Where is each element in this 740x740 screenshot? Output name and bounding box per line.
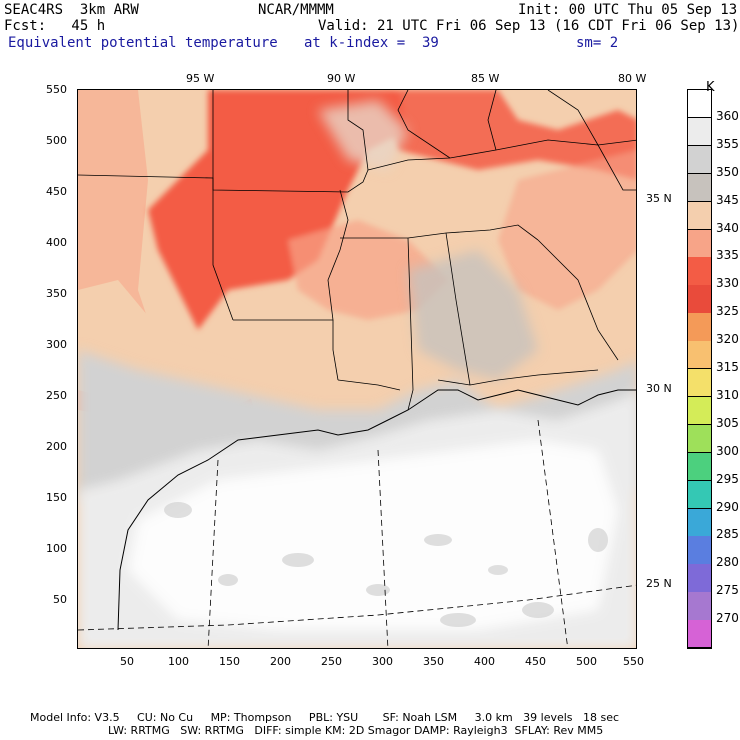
colorbar-level: 300 xyxy=(716,443,739,458)
colorbar-swatch xyxy=(688,564,711,593)
colorbar-level: 295 xyxy=(716,471,739,486)
colorbar-level: 290 xyxy=(716,499,739,514)
y-tick: 450 xyxy=(46,185,67,198)
x-tick: 300 xyxy=(372,655,393,668)
y-tick: 200 xyxy=(46,440,67,453)
y-tick: 300 xyxy=(46,338,67,351)
y-tick: 250 xyxy=(46,389,67,402)
x-tick: 550 xyxy=(623,655,644,668)
colorbar-swatch xyxy=(688,396,711,426)
colorbar-swatch xyxy=(688,257,711,286)
init-time: Init: 00 UTC Thu 05 Sep 13 xyxy=(518,2,738,18)
colorbar-swatch xyxy=(688,341,711,370)
colorbar-swatch xyxy=(688,620,711,649)
graticule xyxy=(78,419,636,648)
lon-label: 85 W xyxy=(471,72,500,85)
colorbar-swatch xyxy=(688,173,711,203)
colorbar-level: 330 xyxy=(716,276,739,291)
model-title: SEAC4RS 3km ARW xyxy=(4,2,139,18)
colorbar-swatch xyxy=(688,90,711,119)
map-plot xyxy=(77,89,637,649)
x-tick: 450 xyxy=(525,655,546,668)
colorbar-swatch xyxy=(688,536,711,565)
colorbar-swatch xyxy=(688,201,711,230)
y-tick: 150 xyxy=(46,491,67,504)
colorbar-level: 360 xyxy=(716,108,739,123)
colorbar-swatch xyxy=(688,117,711,147)
colorbar-level: 280 xyxy=(716,555,739,570)
colorbar-level: 350 xyxy=(716,164,739,179)
colorbar xyxy=(687,89,712,649)
lat-label: 25 N xyxy=(646,577,672,590)
colorbar-swatch xyxy=(688,145,711,175)
lon-label: 95 W xyxy=(186,72,215,85)
colorbar-level: 340 xyxy=(716,220,739,235)
y-tick: 100 xyxy=(46,542,67,555)
lat-label: 30 N xyxy=(646,382,672,395)
colorbar-level: 285 xyxy=(716,527,739,542)
y-tick: 550 xyxy=(46,83,67,96)
colorbar-swatch xyxy=(688,480,711,509)
level-label: at k-index = 39 xyxy=(304,35,439,51)
x-tick: 50 xyxy=(120,655,134,668)
x-tick: 350 xyxy=(423,655,444,668)
colorbar-level: 270 xyxy=(716,611,739,626)
political-borders xyxy=(78,90,636,411)
colorbar-level: 320 xyxy=(716,332,739,347)
colorbar-swatch xyxy=(688,285,711,314)
y-tick: 400 xyxy=(46,236,67,249)
colorbar-level: 355 xyxy=(716,136,739,151)
field-name: Equivalent potential temperature xyxy=(8,35,278,51)
x-tick: 200 xyxy=(270,655,291,668)
x-tick: 100 xyxy=(168,655,189,668)
colorbar-level: 310 xyxy=(716,387,739,402)
colorbar-level: 325 xyxy=(716,304,739,319)
colorbar-level: 315 xyxy=(716,360,739,374)
colorbar-level: 345 xyxy=(716,192,739,207)
y-tick: 500 xyxy=(46,134,67,147)
gulf-patches xyxy=(164,502,608,627)
colorbar-swatch xyxy=(688,508,711,537)
colorbar-level: 275 xyxy=(716,583,739,598)
y-tick: 50 xyxy=(53,593,67,606)
colorbar-swatch xyxy=(688,424,711,454)
smoothing-label: sm= 2 xyxy=(576,35,619,51)
colorbar-swatch xyxy=(688,229,711,258)
colorbar-swatch xyxy=(688,313,711,342)
x-tick: 400 xyxy=(474,655,495,668)
y-tick: 350 xyxy=(46,287,67,300)
colorbar-unit: K xyxy=(706,80,715,95)
coastline xyxy=(117,389,636,631)
model-info-line2: LW: RRTMG SW: RRTMG DIFF: simple KM: 2D … xyxy=(108,724,604,737)
x-tick: 500 xyxy=(576,655,597,668)
colorbar-swatch xyxy=(688,369,711,398)
valid-time: Valid: 21 UTC Fri 06 Sep 13 (16 CDT Fri … xyxy=(318,18,740,34)
x-tick: 250 xyxy=(321,655,342,668)
colorbar-swatch xyxy=(688,592,711,621)
center-name: NCAR/MMMM xyxy=(258,2,334,18)
model-info-line1: Model Info: V3.5 CU: No Cu MP: Thompson … xyxy=(30,711,620,724)
x-tick: 150 xyxy=(219,655,240,668)
theta-e-field xyxy=(78,90,636,648)
colorbar-level: 305 xyxy=(716,415,739,430)
colorbar-level: 335 xyxy=(716,248,739,263)
gulf-355 xyxy=(78,391,636,648)
colorbar-swatch xyxy=(688,452,711,482)
lon-label: 90 W xyxy=(327,72,356,85)
lon-label: 80 W xyxy=(618,72,647,85)
lat-label: 35 N xyxy=(646,192,672,205)
forecast-hour: Fcst: 45 h xyxy=(4,18,106,34)
